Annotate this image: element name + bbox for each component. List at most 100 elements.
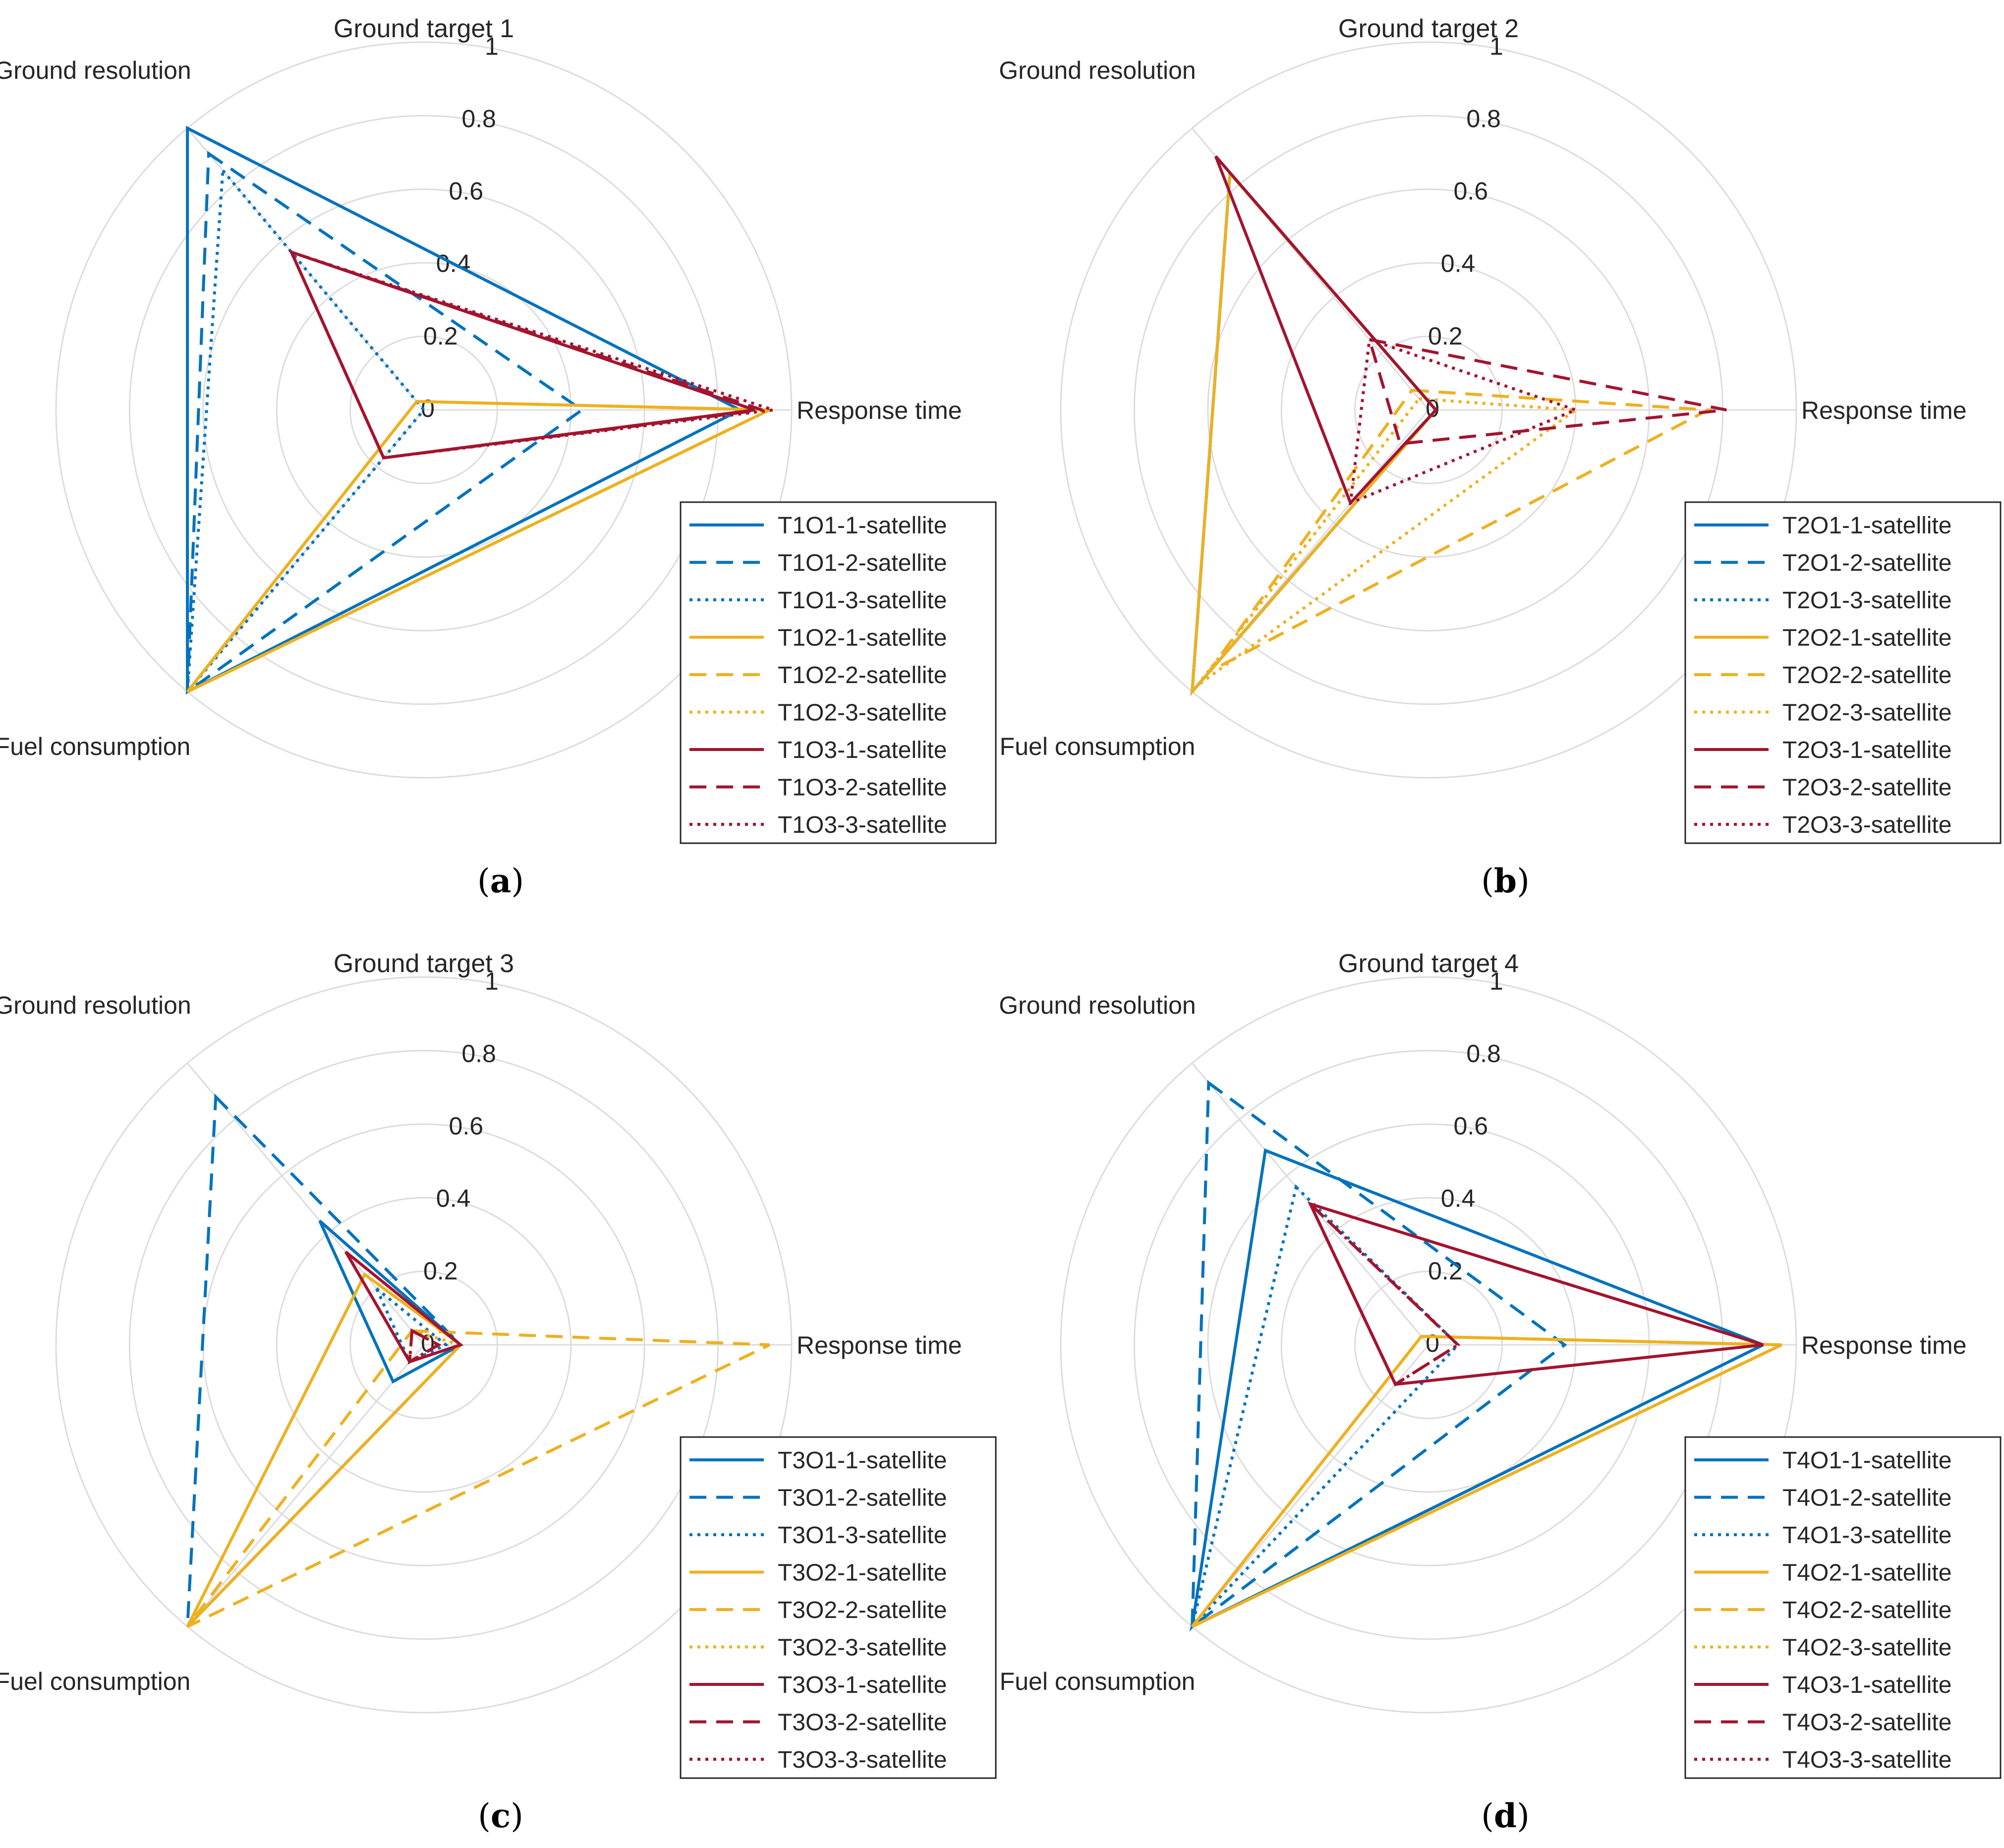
axis-labels: Ground resolution Response time Fuel consu… [0,57,962,760]
series-line-T2O3-1-satellite [1214,155,1438,506]
r-tick-label: 0.6 [449,177,484,205]
r-tick-labels: 00.20.40.60.81 [1426,967,1503,1357]
legend: T4O1-1-satellite T4O1-2-satellite T4O1-3-s… [1684,1436,2002,1779]
r-tick-label: 0.4 [1441,1185,1476,1213]
r-tick-label: 0.4 [1441,250,1476,278]
legend-entry: T3O3-2-satellite [778,1710,947,1736]
axis-spoke [186,1062,425,1345]
r-tick-label: 0.2 [423,1257,458,1285]
legend-entry: T1O2-2-satellite [778,662,947,689]
legend-entry: T3O1-1-satellite [778,1447,947,1474]
legend-entry: T4O1-3-satellite [1782,1522,1951,1549]
legend-entry: T2O2-2-satellite [1782,662,1951,689]
axis-label-fuel-consumption: Fuel consumption [1000,1668,1196,1695]
caption-letter: c [491,1796,511,1835]
subfigure-caption: (c) [478,1796,523,1835]
series-group [185,125,774,696]
r-tick-label: 0.6 [1454,177,1489,205]
legend-entry: T1O3-3-satellite [778,812,947,838]
legend-entry: T1O1-2-satellite [778,550,947,577]
series-line-T4O1-2-satellite [1190,1080,1567,1630]
axis-label-response-time: Response time [1801,397,1967,424]
axis-label-ground-resolution: Ground resolution [0,57,191,84]
series-line-T4O3-2-satellite [1309,1203,1461,1386]
series-line-T1O2-3-satellite [186,400,770,693]
series-line-T2O1-2-satellite [1190,170,1438,696]
caption-open: ( [478,1797,491,1835]
legend-entry: T2O1-3-satellite [1782,587,1951,614]
series-line-T3O2-2-satellite [186,1329,770,1628]
r-tick-label: 1 [485,967,499,995]
legend-entry: T4O1-1-satellite [1782,1447,1951,1474]
axis-label-fuel-consumption: Fuel consumption [0,1668,190,1695]
legend-entry: T4O2-1-satellite [1782,1560,1951,1586]
r-tick-labels: 00.20.40.60.81 [421,32,499,422]
legend-entry: T2O2-3-satellite [1782,700,1951,726]
series-line-T1O1-2-satellite [185,151,585,695]
legend-entry: T4O2-3-satellite [1782,1635,1951,1661]
caption-close: ) [511,1797,523,1835]
r-tick-label: 0.2 [1428,322,1463,350]
legend-entry: T4O2-2-satellite [1782,1597,1951,1623]
subfigure-caption: (b) [1481,862,1530,900]
legend-entry: T1O3-2-satellite [778,775,947,801]
axis-spoke [1191,1344,1430,1627]
series-line-T3O3-1-satellite [344,1251,464,1364]
r-tick-label: 0 [1426,1329,1439,1357]
series-line-T2O2-3-satellite [1196,397,1580,688]
series-line-T2O2-2-satellite [1207,389,1714,674]
legend-entry: T2O3-2-satellite [1782,775,1951,801]
caption-close: ) [1517,1797,1530,1835]
grid [1060,976,1797,1714]
legend-entry: T1O1-3-satellite [778,587,947,614]
r-tick-label: 0.6 [449,1112,484,1140]
r-tick-label: 0.8 [461,105,496,132]
legend: T1O1-1-satellite T1O1-2-satellite T1O1-3-s… [680,501,997,844]
radar-chart-4: 0 0.2 0.4 0.6 0.8 1 Ground resolution Response … [999,949,2002,1835]
legend: T2O1-1-satellite T2O1-2-satellite T2O1-3-s… [1684,501,2002,844]
axis-label-response-time: Response time [797,397,962,424]
legend-entry: T1O3-1-satellite [778,737,947,763]
legend-entry: T3O3-3-satellite [778,1747,947,1773]
chart-title: Ground target 2 [1338,14,1519,43]
series-line-T2O1-1-satellite [1190,170,1438,696]
legend-entry: T4O3-1-satellite [1782,1672,1951,1698]
series-line-T3O2-3-satellite [408,1328,466,1364]
legend-entry: T3O2-1-satellite [778,1560,947,1586]
series-line-T4O2-3-satellite [1191,1334,1782,1628]
chart-title: Ground target 1 [334,14,514,43]
legend-entry: T3O2-3-satellite [778,1635,947,1661]
series-line-T2O1-3-satellite [1190,170,1438,696]
chart-title: Ground target 4 [1338,949,1519,978]
series-line-T2O2-1-satellite [1190,170,1438,696]
legend-entry: T1O1-1-satellite [778,513,947,539]
legend-entry: T3O2-2-satellite [778,1597,947,1623]
series-line-T2O3-3-satellite [1349,337,1580,506]
subfigure-caption: (d) [1481,1796,1530,1835]
series-line-T1O3-1-satellite [288,249,755,460]
axis-label-response-time: Response time [797,1331,962,1359]
series-group [185,1093,770,1631]
series-line-T1O3-3-satellite [288,249,774,460]
legend-entry: T4O1-2-satellite [1782,1485,1951,1511]
axis-label-ground-resolution: Ground resolution [999,57,1196,84]
caption-open: ( [1481,1797,1494,1835]
axis-spoke [186,1344,425,1627]
r-tick-labels: 00.20.40.60.81 [421,967,499,1357]
r-tick-label: 0.2 [423,322,458,350]
series-line-T1O1-1-satellite [186,125,744,694]
r-tick-label: 0.2 [1428,1257,1463,1285]
series-group [1190,155,1727,696]
subfigure-caption: (a) [477,862,524,900]
r-tick-labels: 00.20.40.60.81 [1426,32,1503,422]
r-tick-label: 1 [1489,967,1503,995]
r-tick-label: 1 [485,32,499,60]
axis-label-ground-resolution: Ground resolution [0,991,191,1019]
series-group [1189,1080,1782,1632]
legend-entry: T3O1-3-satellite [778,1522,947,1549]
legend: T3O1-1-satellite T3O1-2-satellite T3O1-3-s… [680,1436,997,1779]
series-line-T1O1-3-satellite [185,167,426,696]
